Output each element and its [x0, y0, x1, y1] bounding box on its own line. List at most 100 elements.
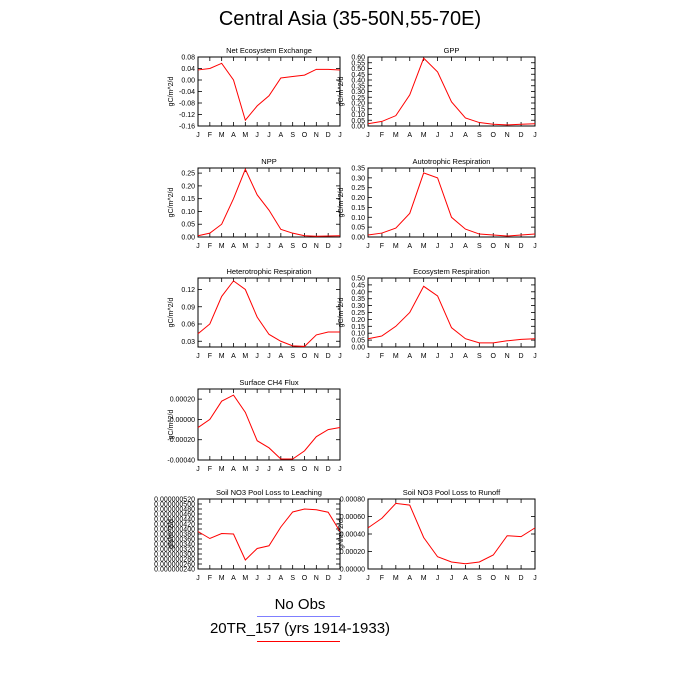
- series-line: [197, 168, 341, 237]
- x-tick-label: M: [393, 353, 399, 360]
- series-line: [367, 502, 536, 565]
- x-tick-label: D: [519, 575, 524, 582]
- x-tick-label: F: [208, 353, 212, 360]
- x-tick-label: S: [477, 132, 482, 139]
- x-tick-label: J: [255, 353, 259, 360]
- y-tick-label: 0.000000500: [154, 502, 195, 509]
- panel-title: Soil NO3 Pool Loss to Leaching: [216, 488, 322, 497]
- x-tick-label: A: [407, 353, 412, 360]
- x-tick-label: A: [231, 575, 236, 582]
- y-tick-label: -0.04: [179, 89, 195, 96]
- y-tick-label: 0.000000240: [154, 567, 195, 574]
- x-tick-label: J: [267, 353, 271, 360]
- x-tick-label: F: [380, 575, 384, 582]
- y-tick-label: 0.000000400: [154, 527, 195, 534]
- x-tick-label: A: [463, 243, 468, 250]
- y-tick-label: 0.000000280: [154, 557, 195, 564]
- y-tick-label: 0.50: [351, 66, 365, 73]
- plot-frame: [197, 167, 341, 238]
- y-axis-label: gC/m^2/d: [168, 77, 175, 107]
- x-tick-label: J: [338, 575, 342, 582]
- plot-frame: [197, 388, 341, 461]
- y-tick-label: 0.20: [351, 101, 365, 108]
- y-tick-label: 0.10: [351, 331, 365, 338]
- y-tick-label: 0.000000360: [154, 537, 195, 544]
- x-tick-label: J: [267, 575, 271, 582]
- y-tick-label: 0.05: [351, 118, 365, 125]
- x-tick-label: J: [267, 243, 271, 250]
- x-tick-label: J: [436, 243, 440, 250]
- y-tick-label: 0.25: [351, 310, 365, 317]
- series-line: [197, 508, 341, 561]
- y-axis-label: gN/m^2/d: [168, 519, 175, 549]
- x-tick-label: N: [314, 132, 319, 139]
- x-tick-label: D: [326, 353, 331, 360]
- x-tick-label: A: [278, 353, 283, 360]
- panel-title: Surface CH4 Flux: [239, 378, 298, 387]
- y-tick-label: 0.06: [181, 322, 195, 329]
- panel-title: GPP: [444, 46, 460, 55]
- x-tick-label: A: [278, 132, 283, 139]
- y-tick-label: 0.20: [181, 183, 195, 190]
- y-tick-label: 0.00000: [340, 567, 365, 574]
- y-tick-label: 0.08: [181, 55, 195, 62]
- y-tick-label: -0.00040: [167, 458, 195, 465]
- panel-title: NPP: [261, 157, 276, 166]
- y-tick-label: 0.12: [181, 287, 195, 294]
- y-tick-label: 0.45: [351, 72, 365, 79]
- y-tick-label: 0.05: [351, 225, 365, 232]
- y-tick-label: 0.60: [351, 55, 365, 62]
- panel-title: Heterotrophic Respiration: [226, 267, 311, 276]
- x-tick-label: J: [267, 466, 271, 473]
- x-tick-label: A: [231, 353, 236, 360]
- x-tick-label: J: [366, 132, 370, 139]
- series-line: [367, 57, 536, 126]
- y-tick-label: 0.55: [351, 60, 365, 67]
- x-tick-label: D: [326, 575, 331, 582]
- x-tick-label: D: [326, 243, 331, 250]
- y-tick-label: 0.20: [351, 317, 365, 324]
- x-tick-label: J: [533, 575, 537, 582]
- x-tick-label: J: [338, 132, 342, 139]
- y-tick-label: 0.30: [351, 89, 365, 96]
- chart-panel: Soil NO3 Pool Loss to Runoff 0.00080 0.000…: [338, 488, 537, 582]
- series-line: [367, 172, 536, 237]
- x-tick-label: F: [380, 243, 384, 250]
- legend-label-run: 20TR_157 (yrs 1914-1933): [209, 620, 391, 637]
- x-tick-label: J: [450, 132, 454, 139]
- x-tick-label: M: [421, 243, 427, 250]
- x-tick-label: J: [450, 353, 454, 360]
- y-tick-label: 0.00080: [340, 497, 365, 504]
- x-tick-label: M: [242, 466, 248, 473]
- page-title: Central Asia (35-50N,55-70E): [218, 8, 482, 30]
- series-line: [367, 285, 536, 344]
- x-tick-label: J: [196, 132, 200, 139]
- panel-title: Autotrophic Respiration: [413, 157, 491, 166]
- x-tick-label: J: [450, 243, 454, 250]
- x-tick-label: J: [196, 243, 200, 250]
- y-tick-label: 0.000000520: [154, 497, 195, 504]
- x-tick-label: M: [421, 132, 427, 139]
- plot-frame: [367, 167, 536, 238]
- y-tick-label: 0.000000420: [154, 522, 195, 529]
- chart-panel: Ecosystem Respiration 0.500.450.400.350.3…: [338, 267, 537, 360]
- x-tick-label: J: [533, 132, 537, 139]
- y-tick-label: 0.40: [351, 289, 365, 296]
- x-tick-label: M: [242, 132, 248, 139]
- x-tick-label: J: [450, 575, 454, 582]
- y-tick-label: 0.000000320: [154, 547, 195, 554]
- y-axis-label: gN/m^2/d: [338, 519, 345, 549]
- x-tick-label: O: [302, 132, 308, 139]
- x-tick-label: O: [302, 243, 308, 250]
- x-tick-label: O: [491, 575, 497, 582]
- y-tick-label: 0.15: [351, 106, 365, 113]
- x-tick-label: N: [505, 575, 510, 582]
- x-tick-label: D: [519, 132, 524, 139]
- y-tick-label: 0.15: [351, 324, 365, 331]
- y-tick-label: -0.00020: [167, 437, 195, 444]
- x-tick-label: J: [267, 132, 271, 139]
- x-tick-label: D: [326, 466, 331, 473]
- x-tick-label: F: [380, 132, 384, 139]
- x-tick-label: F: [208, 243, 212, 250]
- y-axis-label: gC/m^2/d: [338, 188, 345, 218]
